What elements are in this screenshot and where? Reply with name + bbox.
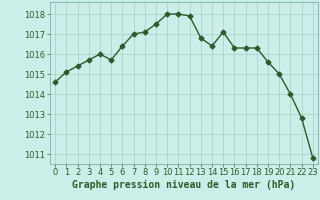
X-axis label: Graphe pression niveau de la mer (hPa): Graphe pression niveau de la mer (hPa): [72, 180, 296, 190]
